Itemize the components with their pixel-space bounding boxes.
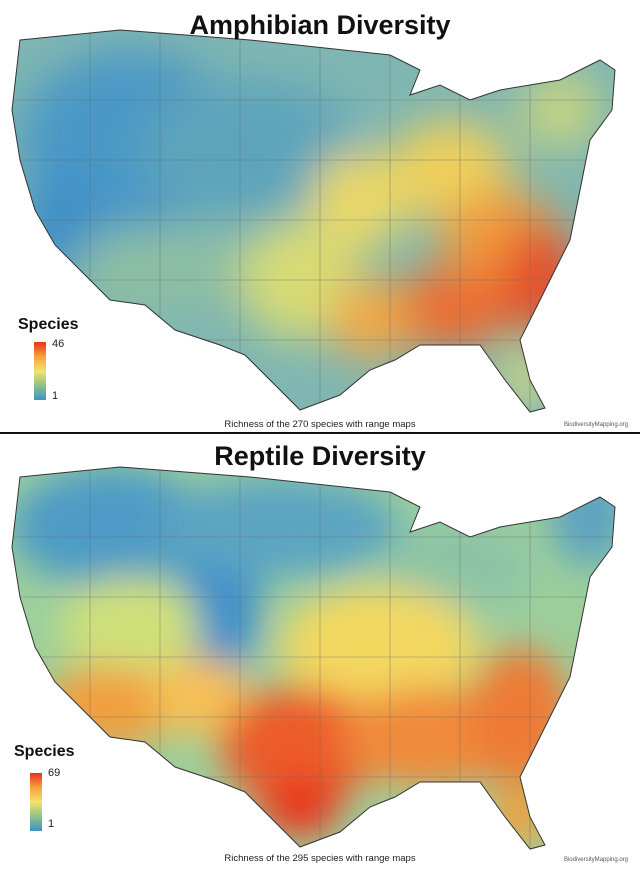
reptile-legend-min: 1 [48,818,55,830]
reptile-legend-title: Species [14,743,75,760]
reptile-caption: Richness of the 295 species with range m… [224,853,416,864]
reptile-legend-color-bar [30,773,42,831]
reptile-legend-max: 69 [48,767,61,779]
reptile-credit: BiodiversityMapping.org [563,857,628,863]
reptile-map-title: Reptile Diversity [214,441,426,471]
reptile-map-panel: Reptile Diversity Species 69 1 Richness … [0,437,640,878]
amphibian-legend-title: Species [18,316,79,333]
amphibian-legend-min: 1 [52,390,59,402]
amphibian-caption: Richness of the 270 species with range m… [224,419,416,430]
amphibian-map-title: Amphibian Diversity [189,10,451,40]
amphibian-legend-max: 46 [52,338,65,350]
amphibian-map-panel: Amphibian Diversity Species 46 1 Richnes… [0,0,640,434]
reptile-richness-map [11,466,616,850]
amphibian-richness-map [11,29,616,413]
amphibian-credit: BiodiversityMapping.org [563,422,628,428]
amphibian-legend-color-bar [34,342,46,400]
